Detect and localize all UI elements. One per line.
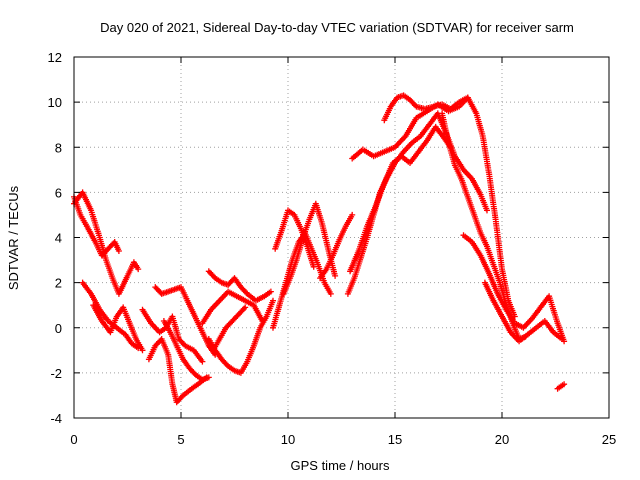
data-point-markers xyxy=(317,211,356,282)
x-tick-label: 10 xyxy=(281,432,295,447)
data-point-markers xyxy=(210,304,249,354)
data-point-markers xyxy=(71,189,142,297)
chart-title: Day 020 of 2021, Sidereal Day-to-day VTE… xyxy=(100,20,574,35)
data-point-markers xyxy=(460,232,568,345)
data-layer xyxy=(71,92,568,406)
y-tick-label: -2 xyxy=(50,366,62,381)
series-track-23 xyxy=(481,279,565,345)
series-track-18 xyxy=(347,123,454,275)
series-track-8 xyxy=(160,318,212,383)
data-point-markers xyxy=(554,381,568,392)
data-point-markers xyxy=(205,297,276,376)
y-tick-label: 4 xyxy=(55,231,62,246)
series-track-3 xyxy=(79,279,142,352)
series-track-1 xyxy=(71,189,142,297)
data-point-markers xyxy=(145,336,210,406)
data-point-markers xyxy=(79,279,142,352)
x-tick-label: 20 xyxy=(495,432,509,447)
y-tick-label: 10 xyxy=(48,95,62,110)
series-track-20 xyxy=(381,92,471,124)
series-track-5 xyxy=(139,306,206,365)
series-track-9 xyxy=(205,297,276,376)
data-point-markers xyxy=(152,284,219,358)
x-axis-label: GPS time / hours xyxy=(291,458,390,473)
data-point-markers xyxy=(481,279,565,345)
data-point-markers xyxy=(90,302,146,354)
series-track-11 xyxy=(199,288,266,327)
series-track-10 xyxy=(205,268,274,304)
y-tick-label: 12 xyxy=(48,50,62,65)
x-tick-label: 15 xyxy=(388,432,402,447)
data-point-markers xyxy=(344,110,490,297)
series-track-17 xyxy=(344,110,490,297)
data-point-markers xyxy=(139,306,206,365)
series-track-22 xyxy=(460,232,568,345)
y-tick-label: 6 xyxy=(55,185,62,200)
series-track-4 xyxy=(90,302,146,354)
y-tick-label: -4 xyxy=(50,411,62,426)
y-axis-label: SDTVAR / TECUs xyxy=(6,185,21,290)
data-point-markers xyxy=(347,123,454,275)
x-tick-label: 25 xyxy=(602,432,616,447)
series-track-16 xyxy=(317,211,356,282)
series-track-7 xyxy=(152,284,219,358)
data-point-markers xyxy=(160,318,212,383)
y-tick-label: 2 xyxy=(55,276,62,291)
data-point-markers xyxy=(199,288,266,327)
series-track-24 xyxy=(554,381,568,392)
x-tick-label: 5 xyxy=(177,432,184,447)
y-tick-label: 8 xyxy=(55,140,62,155)
tick-layer: 0 5 10 15 20 25 -4 -2 0 2 4 6 8 10 12 xyxy=(48,50,617,447)
series-track-6 xyxy=(145,336,210,406)
x-tick-label: 0 xyxy=(70,432,77,447)
y-tick-label: 0 xyxy=(55,321,62,336)
data-point-markers xyxy=(381,92,471,124)
series-track-12 xyxy=(210,304,249,354)
data-point-markers xyxy=(205,268,274,304)
